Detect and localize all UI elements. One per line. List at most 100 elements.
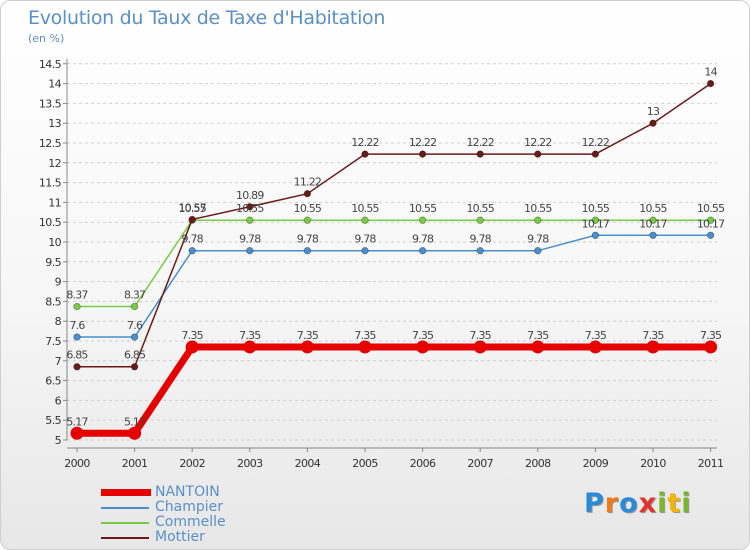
data-point-nantoin <box>185 340 199 354</box>
legend-label: Mottier <box>155 529 205 545</box>
data-point-mottier <box>361 150 369 158</box>
y-tick-label: 6.5 <box>45 375 61 388</box>
y-tick-label: 7 <box>55 355 62 368</box>
data-label-mottier: 10.89 <box>236 189 264 202</box>
data-point-nantoin <box>300 340 314 354</box>
data-point-mottier <box>476 150 484 158</box>
y-tick-label: 12 <box>48 157 61 170</box>
x-tick-label: 2009 <box>583 457 609 470</box>
logo-letter: o <box>619 488 639 519</box>
data-label-champier: 9.78 <box>527 233 549 246</box>
x-tick-label: 2007 <box>467 457 493 470</box>
x-tick-label: 2003 <box>237 457 263 470</box>
data-point-mottier <box>591 150 600 158</box>
logo-letter: t <box>667 488 682 519</box>
data-point-champier <box>73 333 81 341</box>
data-label-champier: 7.6 <box>127 319 143 332</box>
legend-item-mottier: Mottier <box>101 529 301 545</box>
data-label-commelle: 8.37 <box>124 289 146 302</box>
data-point-nantoin <box>128 426 142 440</box>
x-tick-label: 2010 <box>640 457 666 470</box>
x-tick-label: 2008 <box>525 457 551 470</box>
data-label-nantoin: 5.17 <box>66 415 88 428</box>
data-label-commelle: 10.55 <box>582 202 610 215</box>
data-label-commelle: 10.55 <box>294 202 322 215</box>
data-point-mottier <box>73 363 81 371</box>
data-label-commelle: 10.55 <box>639 202 667 215</box>
data-point-commelle <box>418 216 427 224</box>
data-point-commelle <box>534 216 542 224</box>
data-point-champier <box>649 231 657 239</box>
data-label-champier: 9.78 <box>297 233 319 246</box>
data-point-mottier <box>706 79 715 88</box>
series-line-mottier <box>76 82 712 368</box>
data-label-champier: 9.78 <box>239 233 261 246</box>
data-point-nantoin <box>358 340 372 354</box>
data-label-nantoin: 7.35 <box>297 329 319 342</box>
legend-swatch <box>101 537 149 539</box>
data-point-champier <box>418 247 427 255</box>
data-point-commelle <box>476 216 484 224</box>
data-point-commelle <box>246 216 254 224</box>
data-label-commelle: 10.55 <box>466 202 494 215</box>
data-point-nantoin <box>243 340 257 354</box>
data-point-mottier <box>188 215 196 224</box>
data-point-mottier <box>418 150 427 158</box>
data-point-nantoin <box>588 340 602 354</box>
x-tick-label: 2004 <box>295 457 321 470</box>
y-tick-label: 14 <box>48 78 61 91</box>
data-point-commelle <box>73 302 81 311</box>
y-tick-label: 5.5 <box>45 414 61 427</box>
data-label-nantoin: 7.35 <box>642 329 664 342</box>
data-point-commelle <box>361 216 369 224</box>
data-label-champier: 10.17 <box>582 217 610 230</box>
data-point-mottier <box>303 189 312 198</box>
data-point-champier <box>246 247 254 255</box>
y-tick-label: 12.5 <box>39 137 62 150</box>
data-point-champier <box>130 333 139 341</box>
data-point-commelle <box>706 216 715 224</box>
data-label-commelle: 10.55 <box>409 202 437 215</box>
data-point-champier <box>706 231 715 239</box>
data-label-champier: 9.78 <box>470 233 492 246</box>
y-tick-label: 11 <box>48 196 61 209</box>
y-tick-label: 11.5 <box>39 177 62 190</box>
data-label-champier: 9.78 <box>354 233 376 246</box>
data-label-mottier: 11.22 <box>294 176 322 189</box>
data-point-nantoin <box>646 340 660 354</box>
data-point-commelle <box>130 302 139 311</box>
data-point-nantoin <box>416 340 430 354</box>
data-point-mottier <box>246 203 254 211</box>
data-label-nantoin: 7.35 <box>700 329 722 342</box>
data-label-champier: 9.78 <box>412 233 434 246</box>
data-label-champier: 7.6 <box>69 319 85 332</box>
data-label-nantoin: 7.35 <box>354 329 376 342</box>
data-point-champier <box>361 247 369 255</box>
x-tick-label: 2002 <box>179 457 205 470</box>
series-line-nantoin <box>73 343 715 437</box>
data-point-nantoin <box>531 340 545 354</box>
y-tick-label: 5 <box>55 434 62 447</box>
data-point-mottier <box>649 119 657 127</box>
legend-swatch <box>101 489 151 496</box>
data-label-mottier: 12.22 <box>409 136 437 149</box>
y-tick-label: 10 <box>48 236 61 249</box>
data-point-mottier <box>130 363 139 371</box>
y-tick-label: 6 <box>55 394 62 407</box>
data-label-commelle: 8.37 <box>66 289 88 302</box>
y-tick-label: 9.5 <box>45 256 61 269</box>
data-point-champier <box>188 247 196 255</box>
data-label-champier: 10.17 <box>639 217 667 230</box>
logo-letter: i <box>681 488 692 519</box>
y-tick-label: 13.5 <box>39 97 62 110</box>
legend-label: Commelle <box>155 514 226 530</box>
data-point-champier <box>591 231 600 239</box>
logo-letter: x <box>638 488 658 519</box>
data-label-nantoin: 7.35 <box>412 329 434 342</box>
x-tick-label: 2005 <box>352 457 378 470</box>
data-point-nantoin <box>473 340 487 354</box>
y-tick-label: 14.5 <box>39 58 62 71</box>
data-label-mottier: 6.85 <box>66 349 88 362</box>
